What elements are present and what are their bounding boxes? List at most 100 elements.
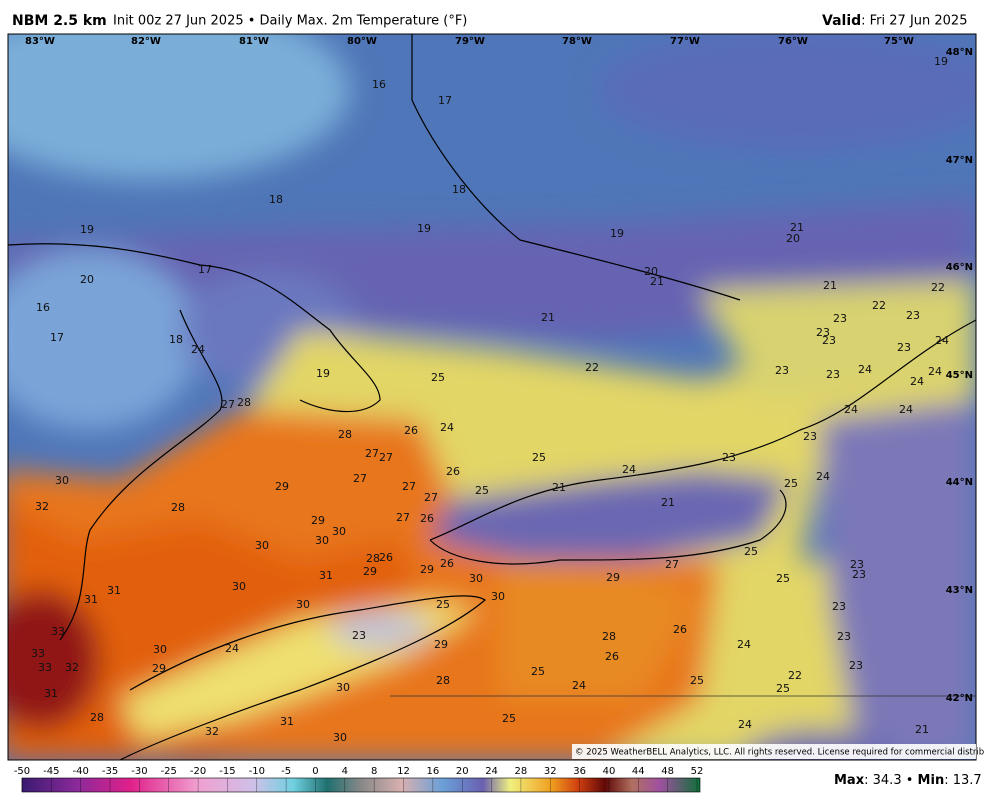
temperature-label: 21: [823, 279, 837, 292]
model-name: NBM 2.5 km: [12, 13, 107, 29]
temperature-label: 17: [198, 263, 212, 276]
lon-label: 76°W: [778, 36, 808, 47]
temperature-label: 28: [366, 552, 380, 565]
colorbar-tick-label: 0: [312, 766, 318, 777]
temperature-label: 28: [237, 396, 251, 409]
temperature-label: 23: [826, 368, 840, 381]
colorbar-tick-label: -30: [131, 766, 147, 777]
lat-label: 47°N: [946, 155, 973, 166]
temperature-label: 30: [153, 643, 167, 656]
temperature-label: 27: [353, 472, 367, 485]
min-value: 13.7: [953, 773, 982, 788]
temperature-label: 31: [44, 687, 58, 700]
temperature-label: 28: [171, 501, 185, 514]
temperature-label: 17: [438, 94, 452, 107]
lon-label: 83°W: [25, 36, 55, 47]
temperature-label: 31: [280, 715, 294, 728]
temperature-label: 24: [858, 363, 872, 376]
colorbar-tick-label: 44: [632, 766, 645, 777]
colorbar-tick-label: 24: [485, 766, 498, 777]
colorbar-tick-label: -25: [161, 766, 177, 777]
temperature-label: 21: [541, 311, 555, 324]
temperature-label: 29: [420, 563, 434, 576]
temperature-label: 29: [434, 638, 448, 651]
colorbar-tick-label: 28: [515, 766, 528, 777]
colorbar-tick-label: 32: [544, 766, 557, 777]
max-label: Max: [834, 773, 865, 788]
colorbar-tick-label: 48: [661, 766, 674, 777]
stats-sep: •: [906, 773, 914, 788]
temperature-label: 28: [602, 630, 616, 643]
colorbar-tick-label: -10: [249, 766, 265, 777]
temperature-label: 23: [852, 568, 866, 581]
temperature-label: 29: [606, 571, 620, 584]
temperature-label: 24: [225, 642, 239, 655]
temperature-label: 23: [832, 600, 846, 613]
lon-label: 80°W: [347, 36, 377, 47]
temperature-field: [8, 34, 976, 760]
temperature-label: 24: [572, 679, 586, 692]
temperature-label: 27: [665, 558, 679, 571]
lat-label: 42°N: [946, 693, 973, 704]
colorbar-tick-label: 8: [371, 766, 377, 777]
temperature-label: 21: [650, 275, 664, 288]
temperature-label: 33: [31, 647, 45, 660]
temperature-label: 23: [775, 364, 789, 377]
temperature-label: 25: [502, 712, 516, 725]
temperature-label: 21: [661, 496, 675, 509]
copyright-bg: [572, 744, 976, 759]
colorbar: [21, 777, 701, 793]
temperature-label: 30: [333, 731, 347, 744]
temperature-label: 32: [35, 500, 49, 513]
temperature-label: 30: [469, 572, 483, 585]
temperature-label: 21: [790, 221, 804, 234]
temperature-label: 30: [232, 580, 246, 593]
temperature-label: 24: [622, 463, 636, 476]
temperature-label: 16: [36, 301, 50, 314]
temperature-label: 30: [55, 474, 69, 487]
temperature-label: 30: [491, 590, 505, 603]
temperature-label: 28: [90, 711, 104, 724]
temperature-label: 22: [585, 361, 599, 374]
min-sep: :: [944, 773, 948, 788]
temperature-label: 28: [338, 428, 352, 441]
temperature-label: 26: [605, 650, 619, 663]
temperature-label: 27: [365, 447, 379, 460]
temperature-label: 31: [84, 593, 98, 606]
temperature-label: 26: [440, 557, 454, 570]
lat-label: 48°N: [946, 47, 973, 58]
lat-label: 43°N: [946, 585, 973, 596]
temperature-label: 32: [205, 725, 219, 738]
lon-label: 79°W: [455, 36, 485, 47]
temperature-label: 32: [65, 661, 79, 674]
temperature-label: 24: [191, 343, 205, 356]
temperature-label: 23: [897, 341, 911, 354]
temperature-label: 17: [50, 331, 64, 344]
lon-label: 77°W: [670, 36, 700, 47]
colorbar-tick-label: -35: [102, 766, 118, 777]
temperature-label: 21: [915, 723, 929, 736]
temperature-label: 19: [316, 367, 330, 380]
temperature-label: 33: [51, 625, 65, 638]
temperature-label: 27: [424, 491, 438, 504]
temperature-label: 33: [38, 661, 52, 674]
temperature-label: 19: [417, 222, 431, 235]
temperature-label: 24: [440, 421, 454, 434]
temperature-label: 24: [899, 403, 913, 416]
temperature-label: 25: [436, 598, 450, 611]
temperature-label: 18: [269, 193, 283, 206]
temperature-label: 23: [906, 309, 920, 322]
temperature-label: 23: [816, 326, 830, 339]
stats: Max: 34.3 • Min: 13.7: [834, 773, 982, 788]
temperature-label: 19: [610, 227, 624, 240]
temperature-label: 20: [786, 232, 800, 245]
temperature-label: 29: [152, 662, 166, 675]
coastlines: [8, 34, 976, 760]
max-value: 34.3: [873, 773, 902, 788]
temperature-label: 27: [379, 451, 393, 464]
lat-label: 44°N: [946, 477, 973, 488]
temperature-label: 24: [816, 470, 830, 483]
valid-label: Valid: [822, 13, 861, 29]
temperature-label: 25: [784, 477, 798, 490]
temperature-label: 23: [822, 334, 836, 347]
